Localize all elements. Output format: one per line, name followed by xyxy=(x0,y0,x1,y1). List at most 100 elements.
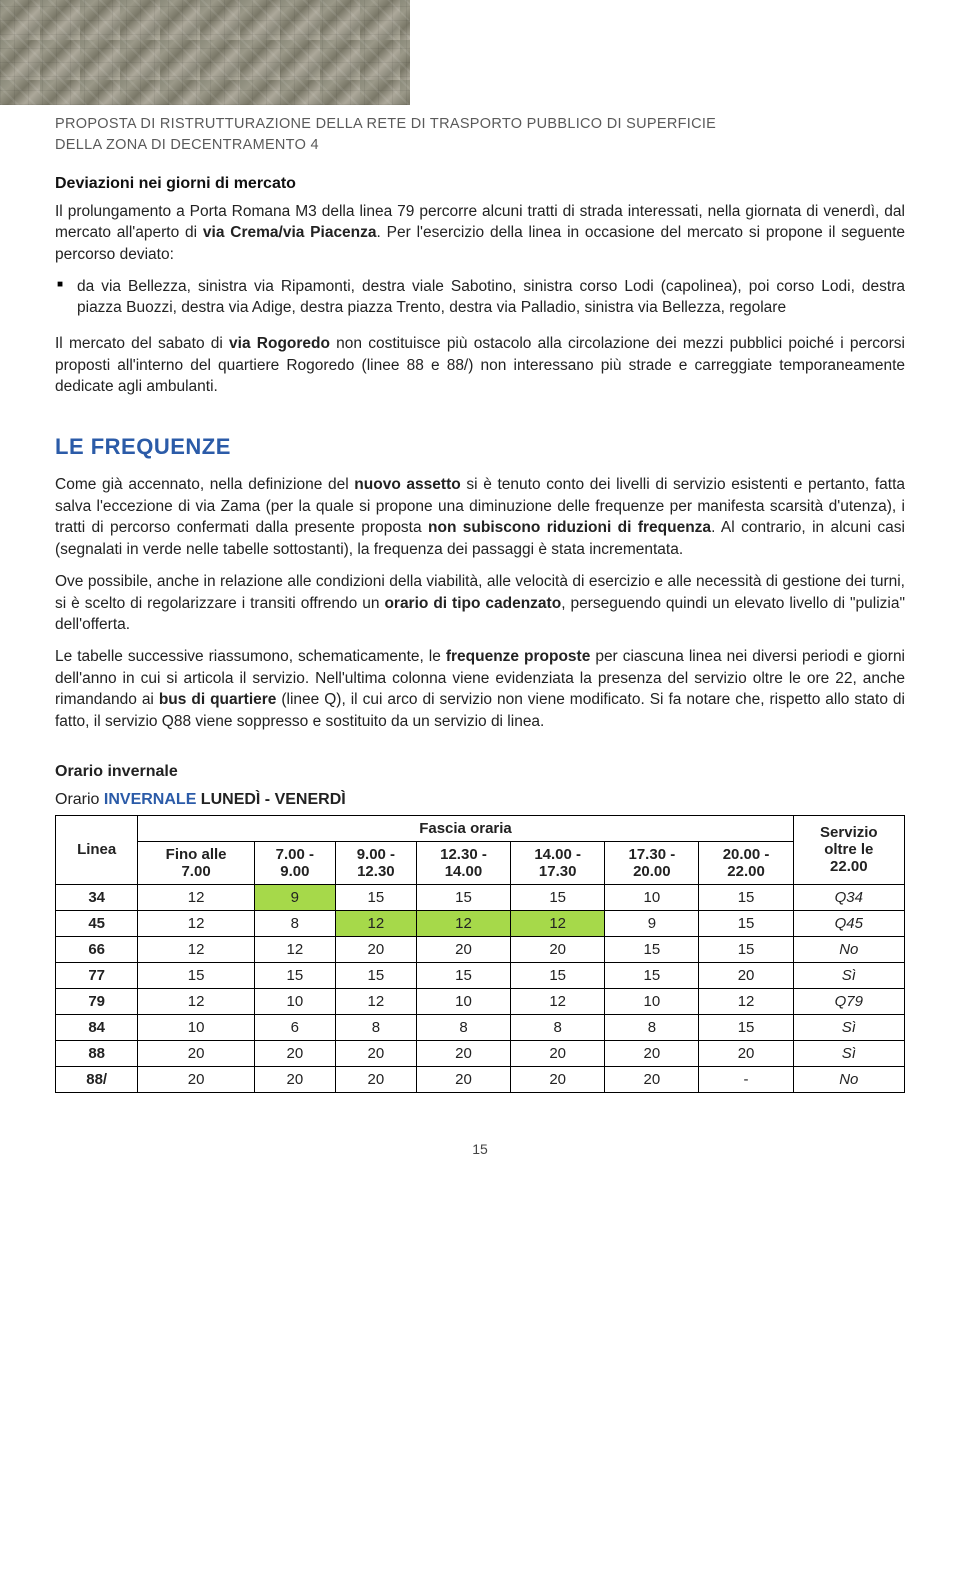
deviazioni-p2: Il mercato del sabato di via Rogoredo no… xyxy=(55,333,905,398)
cell-value: 20 xyxy=(416,1066,510,1092)
cell-value: 8 xyxy=(254,910,335,936)
cell-value: 8 xyxy=(605,1014,699,1040)
cell-value: 15 xyxy=(511,962,605,988)
cell-value: 12 xyxy=(138,988,255,1014)
table-row-bands: Fino alle7.007.00 -9.009.00 -12.3012.30 … xyxy=(56,841,905,884)
text-bold: nuovo assetto xyxy=(354,476,460,493)
table-row: Linea Fascia oraria Servizio oltre le 22… xyxy=(56,815,905,841)
cell-value: 15 xyxy=(699,884,793,910)
deviazioni-heading: Deviazioni nei giorni di mercato xyxy=(55,175,905,193)
col-band: Fino alle7.00 xyxy=(138,841,255,884)
text-bold: non subiscono riduzioni di frequenza xyxy=(428,519,711,536)
cell-service: No xyxy=(793,1066,904,1092)
text: 22.00 xyxy=(830,858,868,875)
cell-value: 12 xyxy=(254,936,335,962)
cell-service: No xyxy=(793,936,904,962)
cell-service: Sì xyxy=(793,1040,904,1066)
freq-p2: Ove possibile, anche in relazione alle c… xyxy=(55,571,905,636)
cell-value: - xyxy=(699,1066,793,1092)
text-bold: orario di tipo cadenzato xyxy=(384,595,561,612)
col-band: 7.00 -9.00 xyxy=(254,841,335,884)
table-row: 7715151515151520Sì xyxy=(56,962,905,988)
cell-value: 8 xyxy=(511,1014,605,1040)
cell-value: 12 xyxy=(511,988,605,1014)
text: oltre le xyxy=(824,841,873,858)
cell-service: Q79 xyxy=(793,988,904,1014)
cell-line: 88/ xyxy=(56,1066,138,1092)
text: Servizio xyxy=(820,824,878,841)
cell-value: 20 xyxy=(416,1040,510,1066)
cell-value: 15 xyxy=(254,962,335,988)
page-number: 15 xyxy=(55,1141,905,1157)
col-linea: Linea xyxy=(56,815,138,884)
freq-p3: Le tabelle successive riassumono, schema… xyxy=(55,646,905,733)
cell-value: 12 xyxy=(138,936,255,962)
text: Come già accennato, nella definizione de… xyxy=(55,476,354,493)
cell-value: 20 xyxy=(511,1040,605,1066)
text: Orario xyxy=(55,791,104,808)
schedule-table: Linea Fascia oraria Servizio oltre le 22… xyxy=(55,815,905,1093)
cell-value: 10 xyxy=(254,988,335,1014)
cell-value: 20 xyxy=(699,1040,793,1066)
cell-value: 20 xyxy=(138,1040,255,1066)
cell-value: 12 xyxy=(416,910,510,936)
cell-line: 88 xyxy=(56,1040,138,1066)
col-band: 17.30 -20.00 xyxy=(605,841,699,884)
cell-value: 20 xyxy=(416,936,510,962)
table-row: 45128121212915Q45 xyxy=(56,910,905,936)
cell-value: 20 xyxy=(254,1040,335,1066)
cell-value: 15 xyxy=(335,962,416,988)
col-band: 14.00 -17.30 xyxy=(511,841,605,884)
cell-value: 20 xyxy=(699,962,793,988)
schedule-title: Orario invernale xyxy=(55,763,905,781)
doc-title-line2: DELLA ZONA DI DECENTRAMENTO 4 xyxy=(55,137,905,153)
cell-value: 20 xyxy=(335,1066,416,1092)
cell-line: 66 xyxy=(56,936,138,962)
text-bold: bus di quartiere xyxy=(159,691,277,708)
cell-line: 77 xyxy=(56,962,138,988)
header-aerial-image xyxy=(0,0,410,105)
cell-value: 15 xyxy=(699,1014,793,1040)
cell-value: 15 xyxy=(138,962,255,988)
table-row: 84106888815Sì xyxy=(56,1014,905,1040)
cell-value: 20 xyxy=(511,1066,605,1092)
doc-title-line1: PROPOSTA DI RISTRUTTURAZIONE DELLA RETE … xyxy=(55,115,905,135)
cell-value: 10 xyxy=(138,1014,255,1040)
cell-value: 10 xyxy=(416,988,510,1014)
schedule-label: Orario INVERNALE LUNEDÌ - VENERDÌ xyxy=(55,791,905,809)
text-bold: via Crema/via Piacenza xyxy=(203,224,377,241)
cell-value: 15 xyxy=(416,962,510,988)
col-band: 12.30 -14.00 xyxy=(416,841,510,884)
schedule-days: LUNEDÌ - VENERDÌ xyxy=(196,791,345,808)
col-fascia: Fascia oraria xyxy=(138,815,793,841)
cell-value: 10 xyxy=(605,884,699,910)
cell-value: 6 xyxy=(254,1014,335,1040)
cell-value: 20 xyxy=(254,1066,335,1092)
table-row: 341291515151015Q34 xyxy=(56,884,905,910)
cell-value: 12 xyxy=(699,988,793,1014)
cell-value: 20 xyxy=(138,1066,255,1092)
text: Il mercato del sabato di xyxy=(55,335,229,352)
text-bold: via Rogoredo xyxy=(229,335,330,352)
text: Le tabelle successive riassumono, schema… xyxy=(55,648,446,665)
cell-service: Sì xyxy=(793,1014,904,1040)
cell-value: 8 xyxy=(416,1014,510,1040)
cell-service: Q34 xyxy=(793,884,904,910)
cell-value: 9 xyxy=(605,910,699,936)
cell-value: 15 xyxy=(605,962,699,988)
table-row: 6612122020201515No xyxy=(56,936,905,962)
cell-value: 12 xyxy=(335,910,416,936)
cell-value: 15 xyxy=(699,936,793,962)
table-row: 8820202020202020Sì xyxy=(56,1040,905,1066)
deviazioni-bullets: da via Bellezza, sinistra via Ripamonti,… xyxy=(55,276,905,319)
text-bold: frequenze proposte xyxy=(446,648,591,665)
cell-value: 12 xyxy=(138,884,255,910)
col-band: 9.00 -12.30 xyxy=(335,841,416,884)
cell-service: Q45 xyxy=(793,910,904,936)
cell-value: 12 xyxy=(511,910,605,936)
col-band: 20.00 -22.00 xyxy=(699,841,793,884)
cell-line: 79 xyxy=(56,988,138,1014)
cell-line: 34 xyxy=(56,884,138,910)
cell-value: 20 xyxy=(511,936,605,962)
page-content: PROPOSTA DI RISTRUTTURAZIONE DELLA RETE … xyxy=(0,115,960,1187)
